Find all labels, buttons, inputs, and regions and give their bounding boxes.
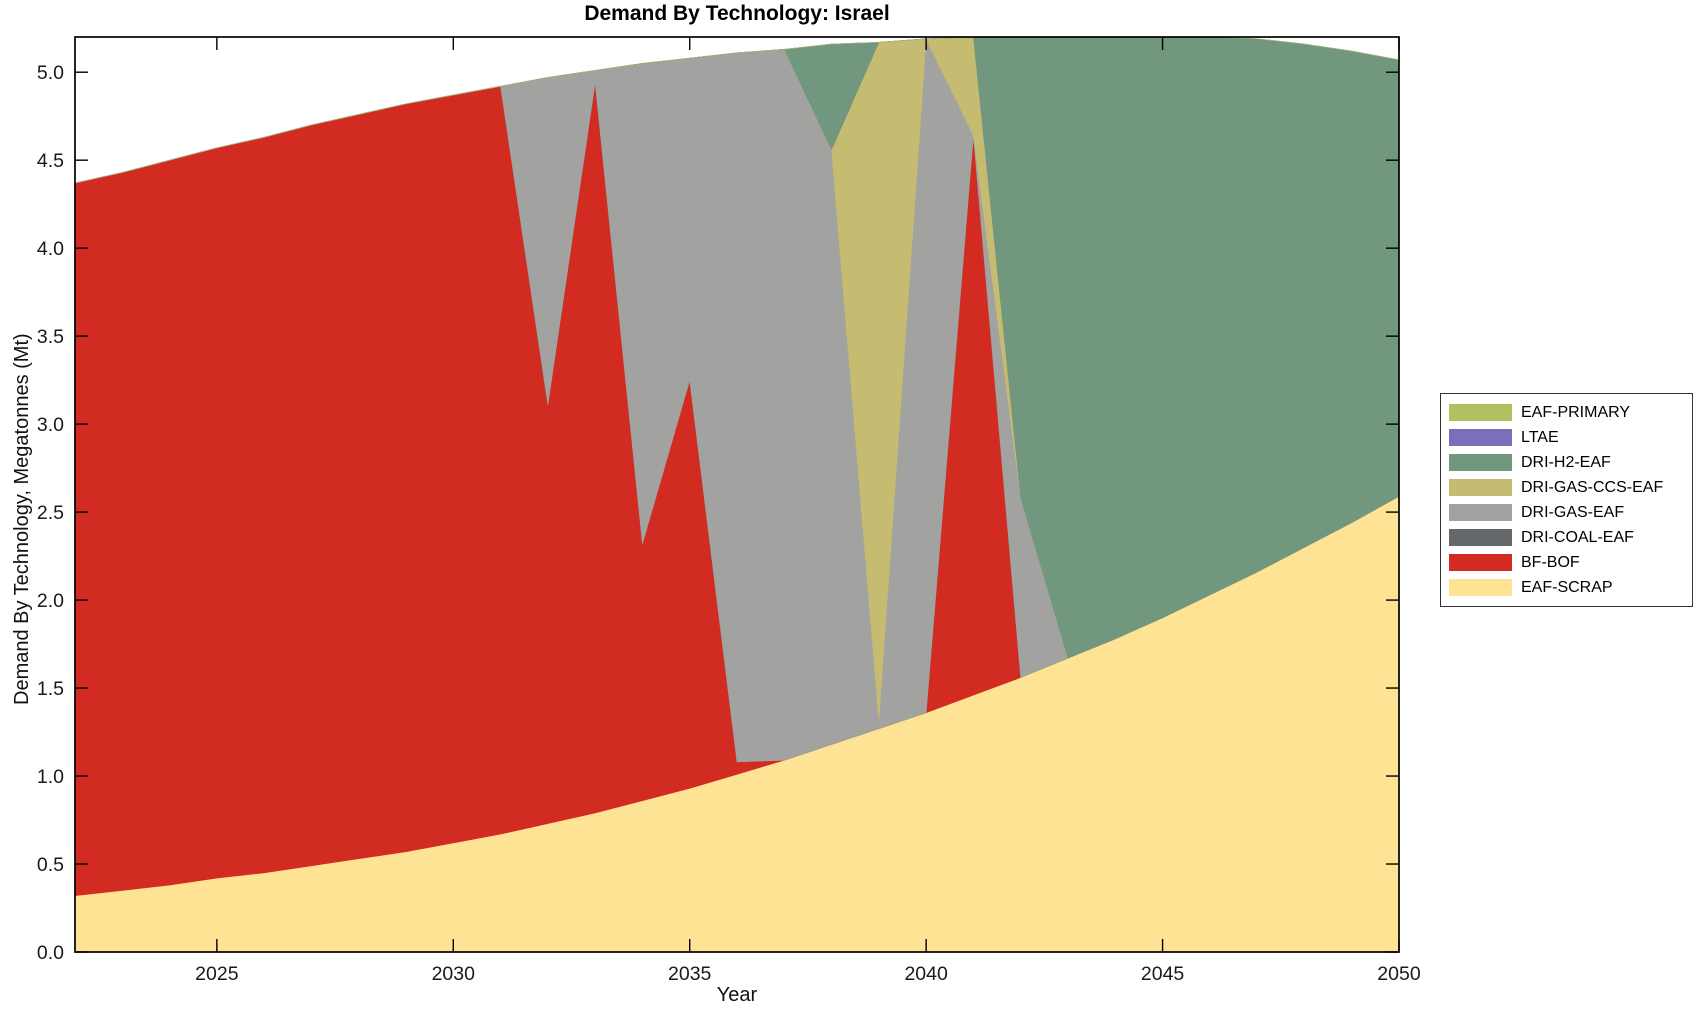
legend-swatch-eaf-primary (1449, 404, 1512, 421)
legend-label: DRI-GAS-EAF (1521, 503, 1625, 521)
x-tick-label: 2050 (1377, 963, 1421, 985)
legend-label: DRI-COAL-EAF (1521, 528, 1634, 546)
legend-label: DRI-GAS-CCS-EAF (1521, 478, 1664, 496)
x-tick-label: 2025 (195, 963, 239, 985)
legend-swatch-ltae (1449, 429, 1512, 446)
y-tick-label: 2.5 (37, 502, 64, 524)
x-tick-label: 2045 (1141, 963, 1185, 985)
y-tick-label: 1.0 (37, 766, 64, 788)
legend: EAF-PRIMARY LTAE DRI-H2-EAF DRI-GAS-CCS-EAF… (1440, 393, 1693, 607)
legend-item-dri-gas-ccs-eaf: DRI-GAS-CCS-EAF (1449, 475, 1692, 500)
y-tick-label: 0.5 (37, 854, 64, 876)
legend-swatch-eaf-scrap (1449, 579, 1512, 596)
x-tick-label: 2035 (668, 963, 712, 985)
y-tick-label: 1.5 (37, 678, 64, 700)
legend-label: EAF-PRIMARY (1521, 403, 1631, 421)
legend-item-dri-gas-eaf: DRI-GAS-EAF (1449, 500, 1692, 525)
legend-label: EAF-SCRAP (1521, 578, 1613, 596)
y-tick-label: 3.0 (37, 414, 64, 436)
legend-label: LTAE (1521, 428, 1559, 446)
x-axis-label: Year (716, 984, 758, 1006)
legend-swatch-dri-h2-eaf (1449, 454, 1512, 471)
y-tick-label: 2.0 (37, 590, 64, 612)
legend-label: DRI-H2-EAF (1521, 453, 1611, 471)
legend-swatch-dri-gas-eaf (1449, 504, 1512, 521)
plot-frame (74, 36, 1400, 953)
legend-item-dri-h2-eaf: DRI-H2-EAF (1449, 450, 1692, 475)
y-tick-label: 4.5 (37, 150, 64, 172)
legend-swatch-bf-bof (1449, 554, 1512, 571)
x-tick-label: 2030 (432, 963, 476, 985)
legend-label: BF-BOF (1521, 553, 1580, 571)
legend-swatch-dri-coal-eaf (1449, 529, 1512, 546)
y-tick-label: 4.0 (37, 238, 64, 260)
legend-item-eaf-primary: EAF-PRIMARY (1449, 400, 1692, 425)
legend-item-bf-bof: BF-BOF (1449, 550, 1692, 575)
y-tick-label: 5.0 (37, 62, 64, 84)
legend-swatch-dri-gas-ccs-eaf (1449, 479, 1512, 496)
legend-item-dri-coal-eaf: DRI-COAL-EAF (1449, 525, 1692, 550)
y-tick-label: 0.0 (37, 942, 64, 964)
x-tick-label: 2040 (904, 963, 948, 985)
legend-item-eaf-scrap: EAF-SCRAP (1449, 575, 1692, 600)
y-tick-label: 3.5 (37, 326, 64, 348)
y-axis-label: Demand By Technology, Megatonnes (Mt) (11, 333, 33, 705)
chart-title: Demand By Technology: Israel (584, 2, 890, 25)
legend-item-ltae: LTAE (1449, 425, 1692, 450)
